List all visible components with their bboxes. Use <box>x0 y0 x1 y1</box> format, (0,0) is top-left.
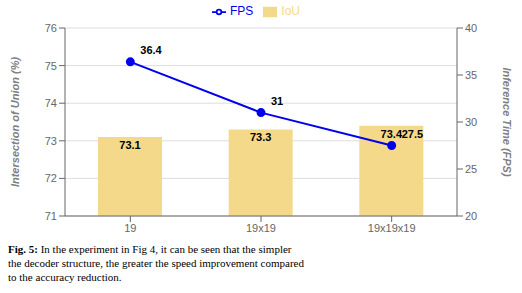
svg-text:74: 74 <box>45 97 57 109</box>
svg-text:20: 20 <box>465 210 477 222</box>
svg-text:Intersection of Union (%): Intersection of Union (%) <box>9 57 21 188</box>
svg-text:31: 31 <box>271 95 283 107</box>
svg-text:30: 30 <box>465 116 477 128</box>
svg-text:73: 73 <box>45 135 57 147</box>
html-text:IoU: IoU <box>281 4 300 18</box>
svg-text:19: 19 <box>124 222 136 234</box>
svg-text:25: 25 <box>465 163 477 175</box>
svg-text:40: 40 <box>465 22 477 34</box>
svg-text:19x19x19: 19x19x19 <box>368 222 416 234</box>
svg-text:27.5: 27.5 <box>402 128 423 140</box>
svg-text:72: 72 <box>45 172 57 184</box>
svg-text:75: 75 <box>45 60 57 72</box>
svg-text:71: 71 <box>45 210 57 222</box>
svg-text:73.1: 73.1 <box>119 139 140 151</box>
svg-text:73.4: 73.4 <box>381 128 403 140</box>
svg-text:36.4: 36.4 <box>140 44 162 56</box>
html-text:FPS: FPS <box>230 4 254 18</box>
html-text:the decoder structure, the gre: the decoder structure, the greater the s… <box>8 257 304 269</box>
svg-text:Inference Time (FPS): Inference Time (FPS) <box>501 67 513 177</box>
svg-text:35: 35 <box>465 69 477 81</box>
svg-text:19x19: 19x19 <box>246 222 276 234</box>
html-text:Fig. 5: In the experiment in F: Fig. 5: In the experiment in Fig 4, it c… <box>8 243 292 255</box>
svg-text:73.3: 73.3 <box>250 131 271 143</box>
svg-text:76: 76 <box>45 22 57 34</box>
html-text:to the accuracy reduction.: to the accuracy reduction. <box>8 271 122 283</box>
